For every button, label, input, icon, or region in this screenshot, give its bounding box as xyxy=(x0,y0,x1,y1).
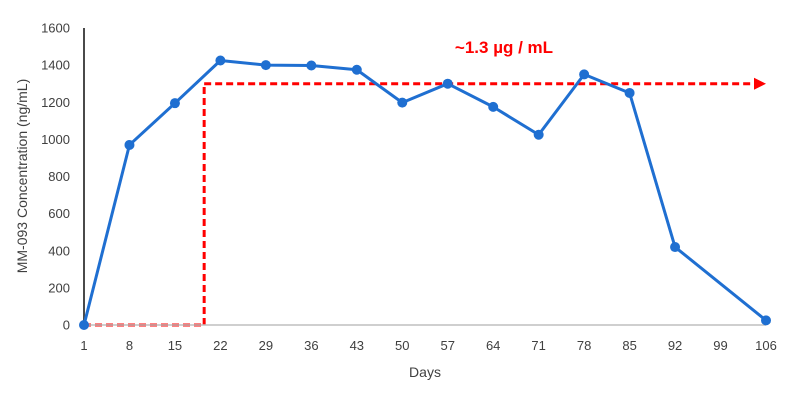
axes xyxy=(83,28,766,326)
x-axis-title: Days xyxy=(409,364,441,380)
y-tick-label: 0 xyxy=(63,318,70,333)
x-tick-label: 85 xyxy=(622,338,636,353)
x-tick-label: 43 xyxy=(350,338,364,353)
y-tick-label: 1000 xyxy=(41,132,70,147)
y-tick-label: 200 xyxy=(48,280,70,295)
x-tick-labels: 1 8 15 22 29 36 43 50 57 64 71 78 85 92 99 106 xyxy=(80,338,776,353)
x-tick-label: 92 xyxy=(668,338,682,353)
data-point xyxy=(761,315,771,326)
data-point xyxy=(79,320,89,330)
data-point xyxy=(351,64,362,75)
x-tick-label: 36 xyxy=(304,338,318,353)
x-tick-label: 22 xyxy=(213,338,227,353)
y-axis-title: MM-093 Concentration (ng/mL) xyxy=(14,79,30,274)
annotation-arrowhead xyxy=(754,77,766,90)
x-tick-label: 8 xyxy=(126,338,133,353)
y-tick-labels: 0 200 400 600 800 1000 1200 1400 1600 xyxy=(41,21,70,333)
data-point xyxy=(124,139,135,150)
data-point xyxy=(260,60,271,71)
annotation-guides xyxy=(84,77,766,327)
y-tick-label: 600 xyxy=(48,206,70,221)
y-tick-label: 1600 xyxy=(41,21,70,36)
x-tick-label: 1 xyxy=(80,338,87,353)
data-point xyxy=(169,98,180,109)
data-point xyxy=(670,242,681,253)
x-tick-label: 99 xyxy=(713,338,727,353)
y-tick-label: 800 xyxy=(48,169,70,184)
data-point xyxy=(488,101,499,112)
data-point xyxy=(442,78,453,89)
annotation-label: ~1.3 µg / mL xyxy=(455,38,553,57)
data-point xyxy=(579,69,590,80)
y-tick-label: 400 xyxy=(48,243,70,258)
series-group xyxy=(79,55,771,330)
y-tick-label: 1200 xyxy=(41,95,70,110)
data-point xyxy=(624,87,635,98)
data-point xyxy=(533,129,544,140)
x-tick-label: 71 xyxy=(531,338,545,353)
x-tick-label: 78 xyxy=(577,338,591,353)
x-tick-label: 64 xyxy=(486,338,500,353)
x-tick-label: 29 xyxy=(259,338,273,353)
data-point xyxy=(215,55,226,66)
x-tick-label: 15 xyxy=(168,338,182,353)
data-point xyxy=(397,97,408,108)
x-tick-label: 106 xyxy=(755,338,777,353)
x-tick-label: 50 xyxy=(395,338,409,353)
x-tick-label: 57 xyxy=(440,338,454,353)
y-tick-label: 1400 xyxy=(41,58,70,73)
series-line xyxy=(82,58,767,326)
data-point xyxy=(306,60,317,71)
